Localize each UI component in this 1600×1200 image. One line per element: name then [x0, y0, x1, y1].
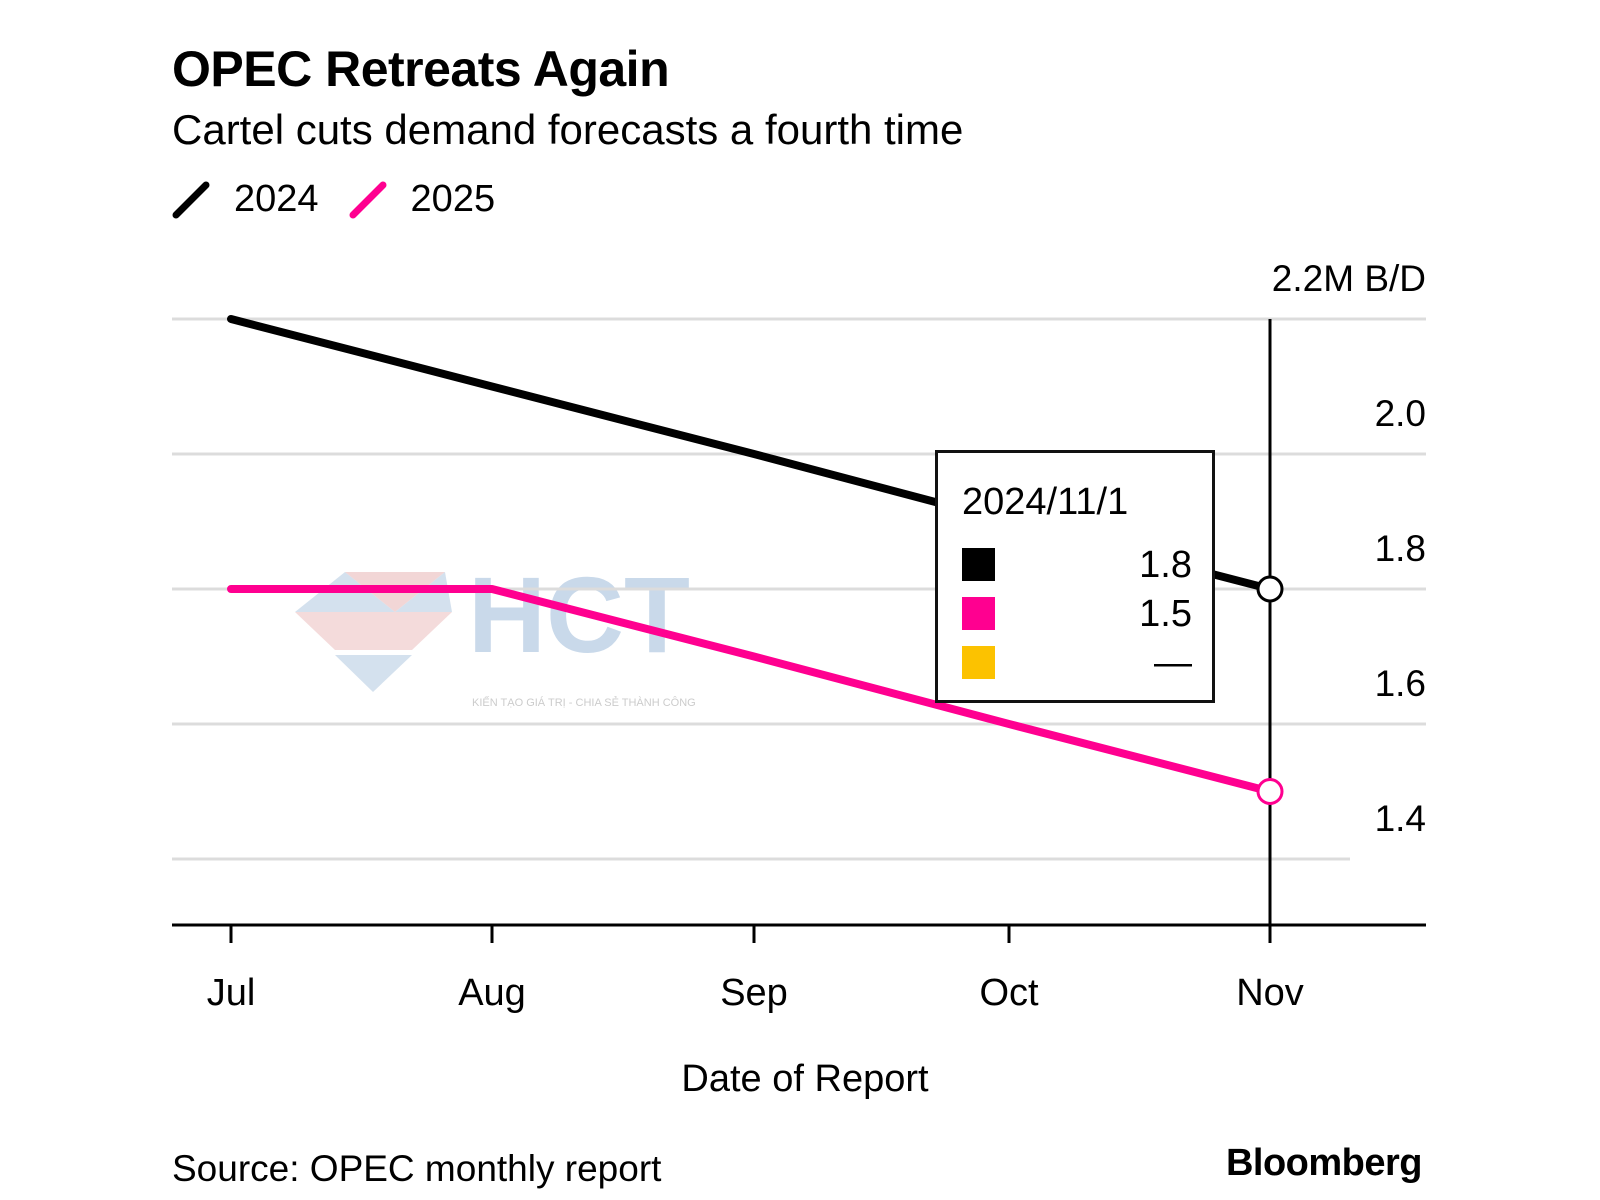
x-tick-label: Sep: [720, 972, 788, 1014]
watermark-logo-shape: [335, 655, 412, 692]
y-tick-label: 1.8: [1375, 528, 1426, 569]
tooltip-swatch: [962, 646, 995, 679]
watermark-tagline: KIẾN TẠO GIÁ TRỊ - CHIA SẺ THÀNH CÔNG: [472, 696, 696, 709]
data-point-2024: [1256, 575, 1284, 603]
legend-item-2025: 2025: [349, 178, 496, 221]
legend-swatch-2024: [172, 181, 210, 218]
y-tick-label: 1.4: [1375, 798, 1426, 839]
tooltip-row-2025: 1.5: [962, 593, 1192, 635]
watermark-logo-shape: [295, 612, 452, 650]
tooltip-swatch: [962, 548, 995, 581]
legend-item-2024: 2024: [172, 178, 319, 221]
y-tick-label: 1.6: [1375, 663, 1426, 704]
y-tick-label: 2.0: [1375, 393, 1426, 434]
chart-title: OPEC Retreats Again: [172, 41, 670, 97]
x-tick-label: Aug: [458, 972, 526, 1014]
tooltip-date: 2024/11/1: [962, 481, 1129, 523]
bloomberg-logo: Bloomberg: [1225, 1142, 1423, 1184]
chart-subtitle: Cartel cuts demand forecasts a fourth ti…: [172, 106, 964, 153]
legend-swatch-2025: [349, 181, 387, 218]
x-tick-label: Jul: [207, 972, 256, 1014]
tooltip-value: 1.8: [1139, 544, 1192, 586]
tooltip-value: 1.5: [1139, 593, 1192, 635]
legend: 2024 2025: [172, 178, 525, 221]
legend-label: 2024: [234, 178, 319, 220]
x-tick-label: Oct: [979, 972, 1039, 1014]
tooltip-value: —: [1154, 642, 1192, 684]
series-line-2025: [227, 585, 1274, 796]
x-tick-label: Nov: [1236, 972, 1304, 1014]
source-note: Source: OPEC monthly report: [172, 1148, 662, 1189]
data-point-2025: [1256, 778, 1284, 805]
x-axis-label: Date of Report: [681, 1058, 929, 1100]
y-tick-label: 2.2M B/D: [1272, 258, 1426, 299]
legend-label: 2025: [410, 178, 496, 220]
tooltip-row-2024: 1.8: [962, 544, 1192, 586]
tooltip-row-other: —: [962, 642, 1192, 684]
tooltip-swatch: [962, 597, 995, 630]
tooltip: 2024/11/1 1.8 1.5 —: [935, 450, 1215, 703]
